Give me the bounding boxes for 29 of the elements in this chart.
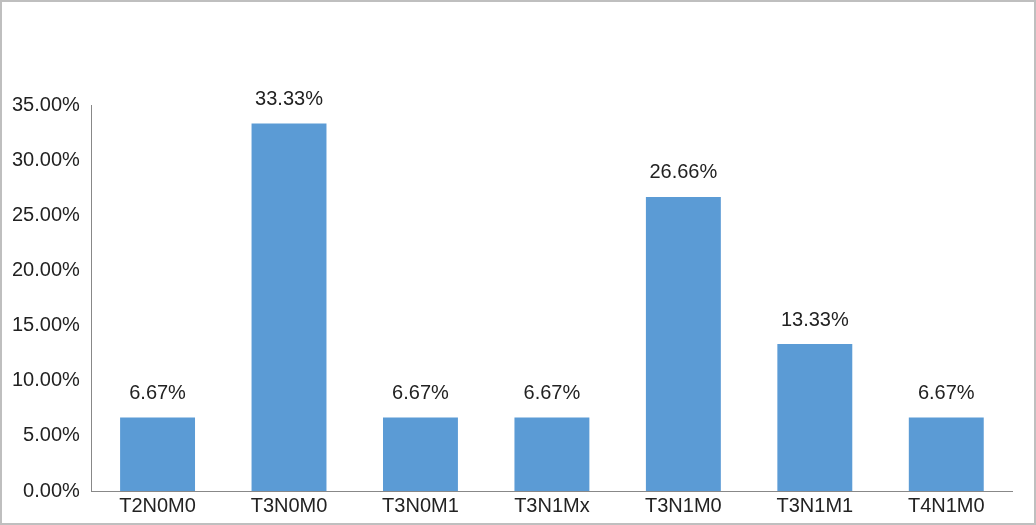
bar <box>383 417 458 491</box>
data-label: 26.66% <box>649 160 718 183</box>
y-tick-label: 20.00% <box>11 257 81 280</box>
data-label: 33.33% <box>255 86 324 109</box>
y-tick-label: 15.00% <box>11 313 81 336</box>
y-tick-label: 25.00% <box>11 202 81 225</box>
x-tick-label: T3N1M0 <box>645 493 722 516</box>
x-tick-label: T3N1M1 <box>776 493 854 516</box>
y-tick-label: 35.00% <box>11 92 81 115</box>
y-tick-label: 5.00% <box>23 423 81 446</box>
x-tick-label: T3N1Mx <box>514 493 590 516</box>
bar <box>120 417 196 491</box>
data-label: 6.67% <box>129 380 187 403</box>
bar <box>645 196 721 491</box>
data-label: 13.33% <box>780 307 849 330</box>
x-tick-label: T4N1M0 <box>907 493 985 516</box>
data-label: 6.67% <box>392 380 450 403</box>
bar <box>251 123 327 491</box>
x-tick-label: T3N0M1 <box>382 493 459 516</box>
data-label: 6.67% <box>917 380 975 403</box>
x-tick-label: T3N0M0 <box>250 493 328 516</box>
x-tick-label: T2N0M0 <box>119 493 196 516</box>
bar <box>908 417 984 491</box>
bar <box>514 417 590 491</box>
bar <box>777 343 853 491</box>
y-tick-label: 0.00% <box>23 478 81 501</box>
y-tick-label: 10.00% <box>11 368 81 391</box>
y-tick-label: 30.00% <box>11 147 81 170</box>
data-label: 6.67% <box>523 380 581 403</box>
